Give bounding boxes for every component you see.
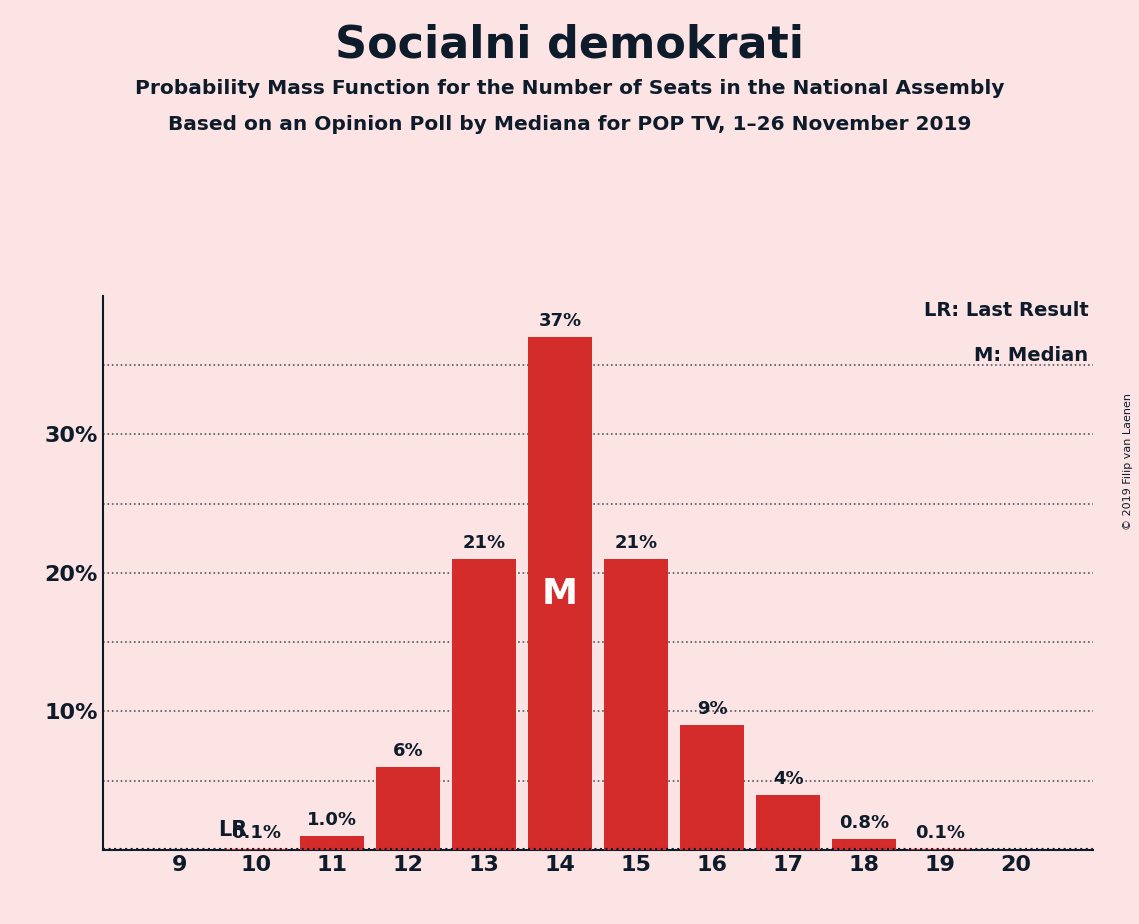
Text: Based on an Opinion Poll by Mediana for POP TV, 1–26 November 2019: Based on an Opinion Poll by Mediana for … (167, 116, 972, 135)
Text: 37%: 37% (539, 312, 582, 331)
Text: © 2019 Filip van Laenen: © 2019 Filip van Laenen (1123, 394, 1133, 530)
Text: 0.8%: 0.8% (839, 814, 890, 832)
Text: 6%: 6% (393, 742, 424, 760)
Bar (223, 848, 288, 850)
Text: 4%: 4% (772, 770, 803, 787)
Bar (755, 795, 820, 850)
Text: 21%: 21% (462, 534, 506, 552)
Bar (680, 725, 744, 850)
Text: 1.0%: 1.0% (306, 811, 357, 830)
Text: 0.1%: 0.1% (915, 824, 965, 842)
Bar (604, 559, 669, 850)
Text: M: Median: M: Median (974, 346, 1089, 365)
Text: LR: LR (218, 821, 247, 841)
Text: 21%: 21% (614, 534, 657, 552)
Bar (527, 337, 592, 850)
Bar (300, 836, 364, 850)
Bar (452, 559, 516, 850)
Text: 9%: 9% (697, 700, 728, 719)
Bar (908, 848, 973, 850)
Text: Probability Mass Function for the Number of Seats in the National Assembly: Probability Mass Function for the Number… (134, 79, 1005, 98)
Text: LR: Last Result: LR: Last Result (924, 301, 1089, 321)
Text: Socialni demokrati: Socialni demokrati (335, 23, 804, 67)
Text: 0.1%: 0.1% (231, 824, 281, 842)
Text: M: M (542, 577, 577, 611)
Bar (831, 839, 896, 850)
Bar (376, 767, 441, 850)
